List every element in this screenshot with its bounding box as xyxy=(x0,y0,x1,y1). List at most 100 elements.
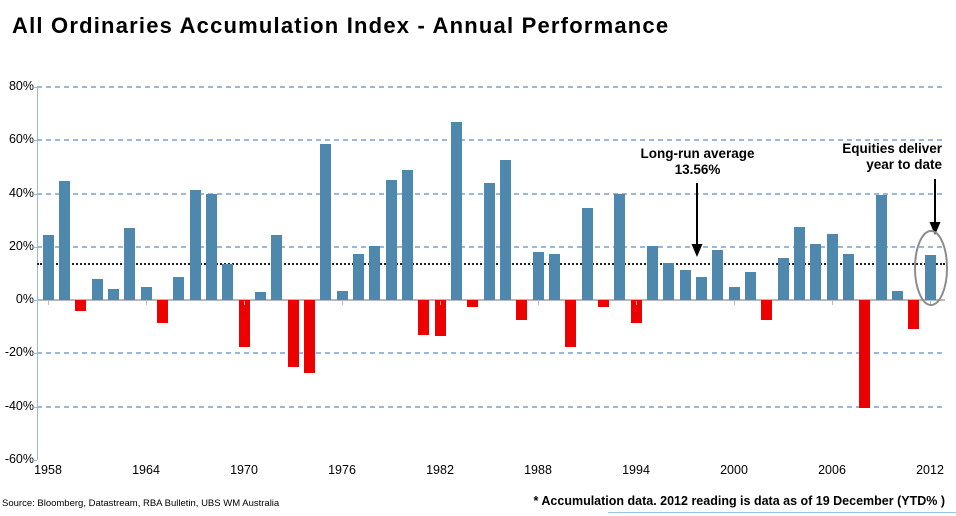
bar-2011 xyxy=(908,300,920,330)
x-axis-tick xyxy=(538,301,539,306)
bar-1993 xyxy=(614,193,626,301)
bar-1966 xyxy=(173,277,185,301)
x-axis-tick xyxy=(146,301,147,306)
x-axis-tick xyxy=(734,301,735,306)
bar-2001 xyxy=(744,272,756,301)
bar-1995 xyxy=(646,245,658,301)
bar-2007 xyxy=(842,253,854,301)
annotation-equities-ytd: Equities deliver year to date xyxy=(780,141,942,173)
annotation-long-run-average-line2: 13.56% xyxy=(674,162,721,177)
x-axis-label: 2006 xyxy=(818,463,846,477)
bar-1999 xyxy=(712,249,724,301)
y-axis-label: 60% xyxy=(8,132,34,147)
bar-2004 xyxy=(793,226,805,301)
bar-1970 xyxy=(238,300,250,347)
bar-1958 xyxy=(42,234,54,301)
x-axis-tick xyxy=(48,301,49,306)
bar-2008 xyxy=(859,300,871,409)
bar-1983 xyxy=(450,121,462,301)
x-axis-label: 1958 xyxy=(34,463,62,477)
x-axis-label: 1976 xyxy=(328,463,356,477)
bar-1965 xyxy=(156,300,168,323)
bar-1994 xyxy=(630,300,642,323)
y-axis-label: 40% xyxy=(8,185,34,200)
bar-1977 xyxy=(352,253,364,301)
bar-1967 xyxy=(189,189,201,301)
equities-ytd-arrow xyxy=(929,179,941,235)
y-axis-tick xyxy=(33,406,37,408)
bar-1973 xyxy=(287,300,299,367)
annotation-long-run-average: Long-run average 13.56% xyxy=(600,146,795,178)
bar-1961 xyxy=(91,278,103,301)
x-axis-label: 1964 xyxy=(132,463,160,477)
bar-1996 xyxy=(663,262,675,301)
bar-1962 xyxy=(107,289,119,301)
y-axis-tick xyxy=(33,87,37,88)
bar-1968 xyxy=(205,193,217,301)
x-axis-label: 1970 xyxy=(230,463,258,477)
bar-1986 xyxy=(499,160,511,301)
gridline-60 xyxy=(37,139,945,142)
bar-1988 xyxy=(532,252,544,301)
bar-1985 xyxy=(483,182,495,301)
y-axis-tick xyxy=(33,300,37,302)
bar-1978 xyxy=(369,245,381,301)
bar-1960 xyxy=(75,300,87,311)
bar-1974 xyxy=(303,300,315,374)
bar-1979 xyxy=(385,180,397,301)
bar-2010 xyxy=(891,290,903,301)
x-axis-label: 2012 xyxy=(916,463,944,477)
bar-1963 xyxy=(124,228,136,301)
source-text: Source: Bloomberg, Datastream, RBA Bulle… xyxy=(2,498,280,509)
bar-2012 xyxy=(924,254,936,301)
annotation-long-run-average-line1: Long-run average xyxy=(640,146,755,161)
bar-1981 xyxy=(418,300,430,335)
bar-1964 xyxy=(140,286,152,301)
bar-2000 xyxy=(728,286,740,301)
gridline-80 xyxy=(37,86,945,88)
x-axis-label: 1988 xyxy=(524,463,552,477)
bar-1980 xyxy=(401,169,413,301)
x-axis-tick xyxy=(342,301,343,306)
bar-2006 xyxy=(826,233,838,301)
bar-1991 xyxy=(581,208,593,301)
y-axis-tick xyxy=(33,140,37,142)
bar-1990 xyxy=(565,300,577,347)
y-axis-tick xyxy=(33,353,37,355)
bar-2009 xyxy=(875,194,887,301)
bar-2005 xyxy=(810,244,822,301)
bar-1975 xyxy=(320,144,332,301)
bar-1997 xyxy=(679,269,691,301)
y-axis-tick xyxy=(33,460,37,461)
bar-1959 xyxy=(58,180,70,301)
bottom-divider xyxy=(608,512,956,513)
x-axis-tick xyxy=(832,301,833,306)
y-axis-tick xyxy=(33,193,37,195)
bar-2002 xyxy=(761,300,773,321)
bar-1972 xyxy=(271,234,283,301)
footnote-text: * Accumulation data. 2012 reading is dat… xyxy=(533,494,945,508)
annotation-equities-ytd-line1: Equities deliver xyxy=(842,141,942,156)
bar-2003 xyxy=(777,257,789,301)
y-axis-label: 20% xyxy=(8,238,34,253)
y-axis-label: 80% xyxy=(8,79,34,93)
bar-1976 xyxy=(336,290,348,301)
bar-1984 xyxy=(467,300,479,307)
y-axis-label: -60% xyxy=(4,452,34,466)
bar-1982 xyxy=(434,300,446,337)
x-axis-label: 1994 xyxy=(622,463,650,477)
x-axis-tick xyxy=(930,301,931,306)
gridline--20 xyxy=(37,352,945,355)
x-axis-tick xyxy=(244,301,245,306)
bar-1992 xyxy=(597,300,609,307)
x-axis-label: 2000 xyxy=(720,463,748,477)
bar-1989 xyxy=(548,253,560,301)
bar-1969 xyxy=(222,264,234,301)
y-axis-tick xyxy=(33,246,37,248)
chart-title: All Ordinaries Accumulation Index - Annu… xyxy=(12,13,670,38)
x-axis-tick xyxy=(636,301,637,306)
x-axis-tick xyxy=(440,301,441,306)
bar-1998 xyxy=(695,277,707,301)
y-axis-label: -40% xyxy=(4,398,34,413)
